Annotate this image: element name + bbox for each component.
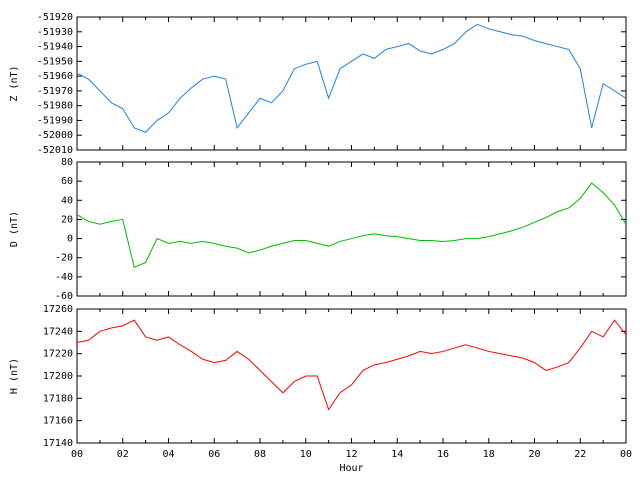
y-tick-label: -51960 <box>37 71 73 82</box>
y-tick-label: 60 <box>61 176 73 187</box>
x-tick-label: 06 <box>208 449 220 460</box>
y-tick-label: 17200 <box>43 371 73 382</box>
y-tick-label: -51930 <box>37 27 73 38</box>
x-tick-label: 20 <box>528 449 540 460</box>
x-tick-label: 14 <box>391 449 403 460</box>
y-tick-label: -52010 <box>37 145 73 156</box>
y-axis-label: H (nT) <box>9 358 20 394</box>
y-tick-label: -60 <box>55 291 73 302</box>
x-tick-label: 00 <box>71 449 83 460</box>
y-tick-label: -20 <box>55 253 73 264</box>
x-tick-label: 04 <box>162 449 174 460</box>
y-axis-label: D (nT) <box>9 211 20 247</box>
data-line <box>76 23 627 133</box>
y-tick-label: -51990 <box>37 115 73 126</box>
y-axis-label: Z (nT) <box>9 65 20 101</box>
data-line <box>76 182 627 268</box>
x-tick-label: 22 <box>574 449 586 460</box>
x-tick-label: 16 <box>437 449 449 460</box>
y-tick-label: -51980 <box>37 101 73 112</box>
y-tick-label: -51920 <box>37 12 73 23</box>
y-tick-label: 40 <box>61 195 73 206</box>
data-line <box>76 319 627 411</box>
plot-frame <box>76 308 627 444</box>
y-tick-label: 17180 <box>43 393 73 404</box>
x-tick-label: 18 <box>483 449 495 460</box>
y-tick-label: -40 <box>55 272 73 283</box>
y-tick-label: 0 <box>67 234 73 245</box>
y-tick-label: 17140 <box>43 438 73 449</box>
y-tick-label: -52000 <box>37 130 73 141</box>
plot-frame <box>76 16 627 151</box>
y-tick-label: 20 <box>61 214 73 225</box>
y-tick-label: -51970 <box>37 86 73 97</box>
y-tick-label: -51950 <box>37 56 73 67</box>
y-tick-label: 17260 <box>43 304 73 315</box>
x-axis-label: Hour <box>339 463 363 474</box>
plot-frame <box>76 161 627 297</box>
y-tick-label: 80 <box>61 157 73 168</box>
x-tick-label: 00 <box>620 449 632 460</box>
y-tick-label: 17160 <box>43 416 73 427</box>
x-tick-label: 08 <box>254 449 266 460</box>
y-tick-label: 17240 <box>43 326 73 337</box>
y-tick-label: 17220 <box>43 349 73 360</box>
y-tick-label: -51940 <box>37 42 73 53</box>
x-tick-label: 10 <box>300 449 312 460</box>
x-tick-label: 02 <box>117 449 129 460</box>
x-tick-label: 12 <box>345 449 357 460</box>
